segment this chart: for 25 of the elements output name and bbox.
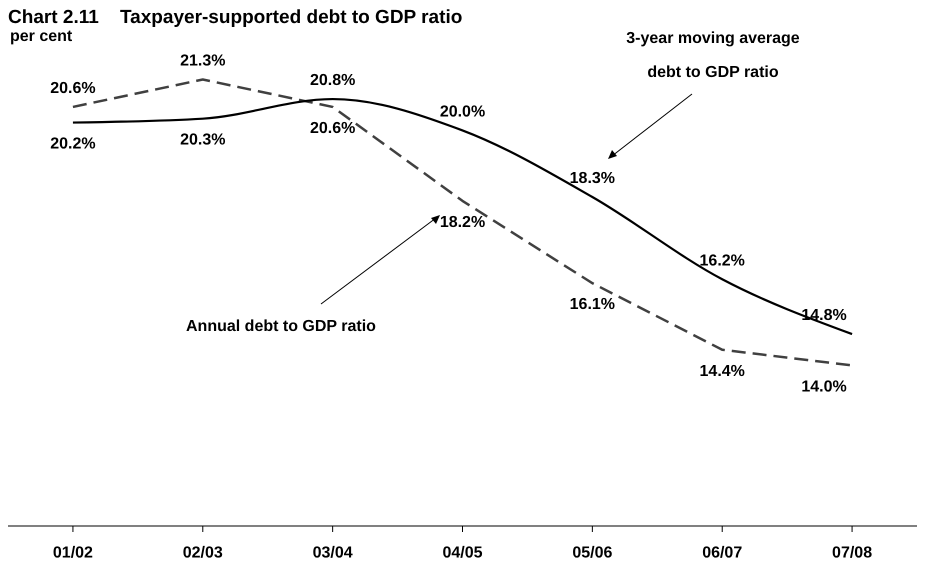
x-tick-label: 05/06 (572, 544, 612, 562)
data-label: 14.4% (700, 362, 745, 380)
data-label: 21.3% (180, 52, 226, 70)
data-label: 20.8% (310, 72, 356, 90)
x-tick-label: 03/04 (312, 544, 353, 562)
data-label: 16.2% (700, 252, 745, 270)
data-label: 14.0% (801, 378, 847, 396)
chart-title: Chart 2.11 Taxpayer-supported debt to GDP ratio (8, 7, 464, 28)
annotation: Annual debt to GDP ratio (186, 318, 376, 336)
data-label: 20.2% (50, 136, 96, 153)
x-tick-label: 07/08 (832, 544, 872, 562)
data-label: 16.1% (570, 296, 616, 314)
x-tick-label: 04/05 (442, 544, 483, 562)
data-label: 14.8% (801, 307, 847, 324)
data-label: 18.2% (440, 214, 486, 231)
x-tick-label: 02/03 (182, 544, 223, 562)
data-label: 20.3% (180, 132, 226, 149)
data-label: 20.0% (440, 103, 486, 120)
x-tick-label: 01/02 (52, 544, 94, 562)
y-axis-title: per cent (10, 28, 72, 45)
data-label: 18.3% (570, 170, 616, 187)
x-tick-label: 06/07 (702, 544, 742, 562)
data-label: 20.6% (50, 80, 96, 97)
data-label: 20.6% (310, 120, 356, 137)
annotation: 3-year moving average debt to GDP ratio (625, 29, 801, 83)
